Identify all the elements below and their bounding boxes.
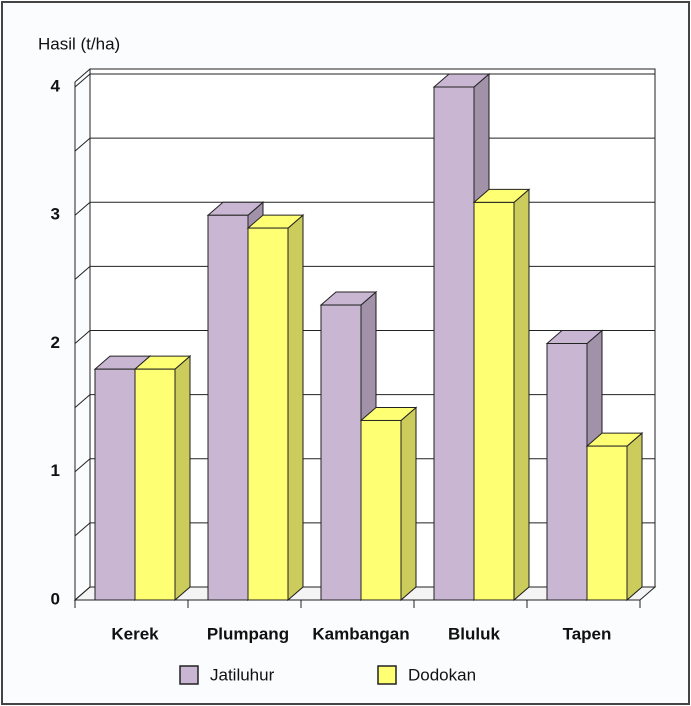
y-axis-label: Hasil (t/ha) — [38, 34, 120, 53]
bar — [586, 445, 628, 601]
legend-label: Dodokan — [408, 665, 476, 684]
bar-side — [400, 406, 417, 602]
bar-side — [513, 188, 530, 602]
x-tick-label: Kerek — [111, 624, 159, 643]
bar-side — [174, 355, 191, 602]
grid-line — [74, 201, 91, 216]
y-tick-label: 2 — [51, 333, 60, 352]
grid-line — [74, 458, 91, 473]
bar — [360, 419, 402, 601]
grid-line — [74, 330, 91, 344]
y-tick-label: 1 — [51, 461, 60, 480]
bar-side — [287, 213, 304, 602]
bar — [546, 343, 588, 601]
grid-line — [74, 394, 91, 409]
y-tick-label: 0 — [51, 589, 60, 608]
grid-line — [74, 586, 91, 601]
grid-line — [74, 265, 91, 280]
y-tick-label: 3 — [51, 205, 60, 224]
y-tick-label: 4 — [51, 76, 61, 95]
bar — [207, 214, 249, 601]
x-tick-label: Kambangan — [312, 624, 409, 643]
grid-line — [74, 522, 91, 537]
x-tick-label: Tapen — [563, 624, 612, 643]
x-tick-label: Bluluk — [448, 624, 500, 643]
bar — [320, 304, 362, 601]
bar — [433, 86, 475, 601]
bar — [94, 368, 136, 601]
left-wall-edge — [74, 68, 91, 83]
legend-swatch — [377, 665, 397, 685]
grid-line — [74, 73, 91, 88]
bar-side — [626, 432, 643, 602]
bar — [473, 201, 515, 601]
x-tick-label: Plumpang — [207, 624, 289, 643]
grid-line — [74, 137, 91, 152]
bar — [247, 227, 289, 601]
bar — [134, 368, 176, 601]
legend-swatch — [179, 665, 199, 685]
legend-label: Jatiluhur — [210, 665, 275, 684]
